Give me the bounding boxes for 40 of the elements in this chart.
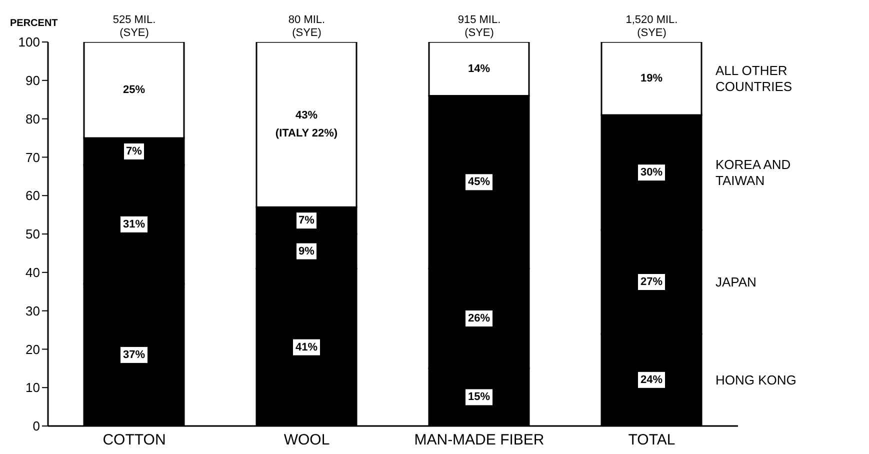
y-tick-label: 70 (26, 150, 40, 165)
x-tick-label: WOOL (284, 432, 330, 449)
annotation: 80 MIL. (SYE) (288, 14, 326, 39)
series-label: ALL OTHER COUNTRIES (716, 62, 792, 94)
y-tick-label: 20 (26, 342, 40, 357)
series-label: HONG KONG (716, 372, 796, 388)
data-label: 45% (468, 176, 490, 188)
data-label: 9% (298, 245, 315, 258)
y-tick-label: 50 (26, 226, 40, 242)
annotation: 1,520 MIL. (SYE) (626, 14, 678, 39)
data-label: 41% (295, 341, 318, 354)
y-tick-label: 10 (26, 380, 40, 396)
data-label: 24% (640, 374, 663, 386)
annotation: 525 MIL. (SYE) (112, 14, 156, 39)
data-label: 7% (126, 145, 142, 158)
y-tick-label: 90 (26, 73, 40, 88)
y-tick-label: 100 (18, 34, 40, 50)
data-label: 27% (640, 276, 663, 288)
data-label: 31% (122, 218, 146, 230)
data-label: 26% (468, 312, 490, 324)
y-tick-label: 40 (26, 265, 40, 280)
data-label: 15% (468, 391, 490, 404)
series-label: JAPAN (716, 274, 756, 290)
data-label: 19% (640, 72, 663, 84)
y-tick-label: 80 (26, 111, 40, 126)
y-tick-label: 0 (32, 418, 40, 434)
data-label: 37% (122, 348, 146, 361)
data-label: 7% (298, 214, 315, 227)
data-label: 43% (ITALY 22%) (275, 110, 338, 140)
y-tick-label: 60 (26, 188, 40, 204)
x-tick-label: TOTAL (628, 432, 676, 449)
data-label: 30% (640, 166, 663, 179)
x-tick-label: COTTON (102, 432, 166, 449)
y-tick-label: 30 (26, 303, 40, 318)
series-label: KOREA AND TAIWAN (716, 157, 791, 188)
x-tick-label: MAN-MADE FIBER (414, 432, 544, 449)
data-label: 14% (468, 62, 490, 75)
annotation: 915 MIL. (SYE) (458, 14, 501, 39)
y-axis-title: PERCENT (10, 18, 58, 29)
data-label: 25% (122, 84, 146, 96)
